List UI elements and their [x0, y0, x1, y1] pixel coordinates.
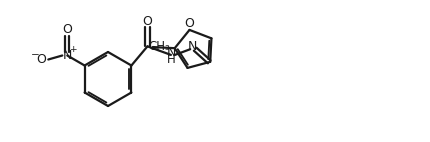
Text: N: N — [167, 46, 176, 59]
Text: N: N — [187, 40, 197, 53]
Text: +: + — [69, 45, 77, 54]
Text: O: O — [184, 17, 194, 30]
Text: −: − — [31, 50, 40, 59]
Text: O: O — [62, 23, 72, 36]
Text: O: O — [37, 53, 46, 66]
Text: CH₃: CH₃ — [149, 39, 171, 53]
Text: H: H — [167, 53, 176, 66]
Text: O: O — [142, 15, 152, 28]
Text: N: N — [63, 49, 72, 62]
